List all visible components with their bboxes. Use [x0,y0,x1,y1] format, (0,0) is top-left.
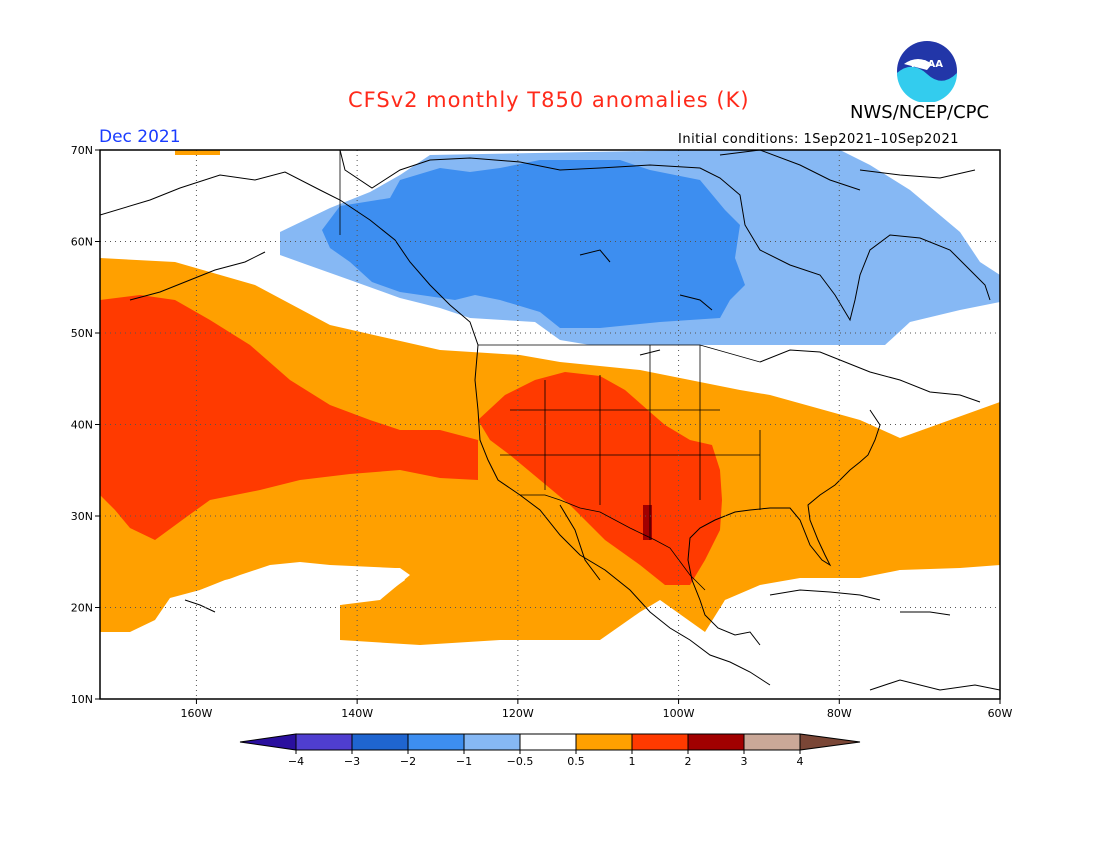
colorbar-label: 2 [685,755,692,768]
colorbar-label: 1 [629,755,636,768]
colorbar-swatch [351,733,409,751]
map-axes: 70N 60N 50N 40N 30N 20N 10N 160W 140W 120W 100W 80W… [71,144,1013,720]
initial-conditions-label: Initial conditions: 1Sep2021–10Sep2021 [678,132,959,147]
valid-period-label: Dec 2021 [99,127,181,147]
borders [339,150,761,591]
anomaly-region-blue [322,160,745,328]
anomaly-region-neutral-pacific [200,562,405,612]
latitude-tick-label: 10N [71,693,93,706]
colorbar-swatch [463,733,521,751]
anomaly-region-darkred [643,505,652,540]
colorbar-swatch [631,733,689,751]
colorbar-label: −0.5 [507,755,534,768]
chart-title: CFSv2 monthly T850 anomalies (K) [348,88,750,112]
anomaly-region-neutral-caribbean [705,565,1000,699]
latitude-tick-label: 20N [71,602,93,615]
latitude-tick-label: 30N [71,510,93,523]
longitude-tick-label: 80W [827,707,852,720]
colorbar-label: −3 [344,755,360,768]
colorbar-label: −2 [400,755,416,768]
graticule [100,150,1000,699]
latitude-tick-label: 60N [71,236,93,249]
colorbar-swatch [407,733,465,751]
colorbar-arrow-high [799,733,861,751]
colorbar-label: 4 [797,755,804,768]
colorbar: −4 −3 −2 −1 −0.5 0.5 1 2 3 4 [239,733,861,768]
latitude-tick-label: 50N [71,327,93,340]
colorbar-label: −1 [456,755,472,768]
organization-label: NWS/NCEP/CPC [850,102,990,123]
colorbar-label: 3 [741,755,748,768]
colorbar-label: 0.5 [567,755,585,768]
longitude-tick-label: 120W [502,707,534,720]
longitude-tick-label: 140W [341,707,373,720]
coastlines [100,150,1000,691]
colorbar-swatch [519,733,577,751]
colorbar-swatch [687,733,745,751]
colorbar-swatch [743,733,801,751]
colorbar-swatch [295,733,353,751]
longitude-tick-label: 160W [180,707,212,720]
longitude-tick-label: 100W [663,707,695,720]
noaa-logo: NOAA [897,41,957,102]
logo-text: NOAA [911,59,943,70]
colorbar-swatch [575,733,633,751]
longitude-tick-label: 60W [988,707,1013,720]
colorbar-label: −4 [288,755,304,768]
anomaly-region-red-pacific [100,295,478,540]
latitude-tick-label: 40N [71,419,93,432]
latitude-tick-label: 70N [71,144,93,157]
colorbar-arrow-low [239,733,297,751]
anomaly-region-orange-north [175,150,220,155]
